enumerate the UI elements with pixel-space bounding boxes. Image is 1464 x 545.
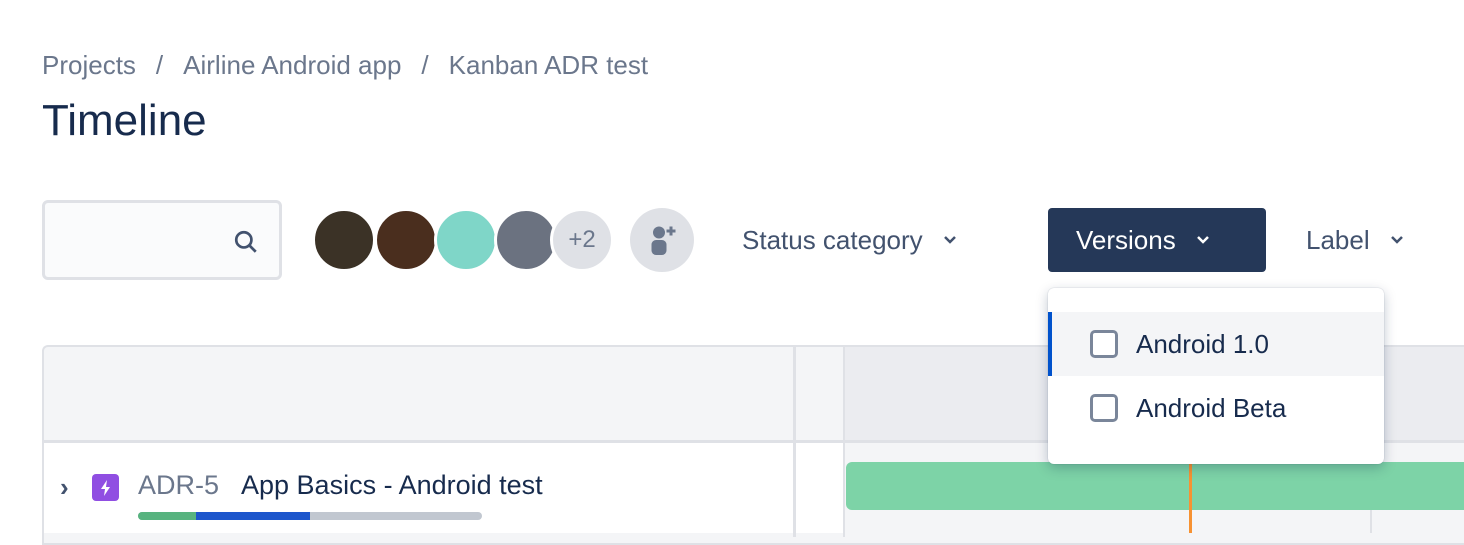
issue-key[interactable]: ADR-5 xyxy=(138,470,220,500)
breadcrumb-separator: / xyxy=(421,50,429,80)
label-filter[interactable]: Label xyxy=(1306,208,1404,272)
search-input[interactable] xyxy=(42,200,282,280)
more-avatars-button[interactable]: +2 xyxy=(550,208,614,272)
add-user-button[interactable] xyxy=(630,208,694,272)
status-category-filter[interactable]: Status category xyxy=(742,208,957,272)
option-label: Android Beta xyxy=(1136,392,1287,423)
avatar[interactable] xyxy=(312,208,376,272)
filter-label: Label xyxy=(1306,224,1370,255)
option-label: Android 1.0 xyxy=(1136,328,1269,359)
filter-label: Status category xyxy=(742,224,923,255)
progress-in-progress xyxy=(196,512,310,520)
spacer-column xyxy=(796,443,843,533)
versions-dropdown: Android 1.0 Android Beta xyxy=(1048,288,1384,464)
versions-filter[interactable]: Versions xyxy=(1048,208,1266,272)
breadcrumb: Projects / Airline Android app / Kanban AD… xyxy=(42,50,648,81)
breadcrumb-separator: / xyxy=(155,50,164,80)
chevron-down-icon xyxy=(1390,236,1403,244)
issue-summary[interactable]: App Basics - Android test xyxy=(241,470,543,500)
add-user-icon xyxy=(651,226,676,255)
progress-bar xyxy=(138,512,482,520)
expand-chevron-icon[interactable]: › xyxy=(60,472,69,502)
page-title: Timeline xyxy=(42,96,207,145)
epic-timeline-bar[interactable] xyxy=(846,462,1464,510)
divider xyxy=(843,347,845,537)
avatar[interactable] xyxy=(374,208,438,272)
version-option-android-beta[interactable]: Android Beta xyxy=(1048,376,1384,440)
breadcrumb-project[interactable]: Airline Android app xyxy=(183,50,402,80)
version-option-android-1-0[interactable]: Android 1.0 xyxy=(1048,312,1384,376)
epic-icon xyxy=(92,474,119,501)
divider xyxy=(44,440,1464,443)
avatar[interactable] xyxy=(494,208,558,272)
chevron-down-icon xyxy=(943,236,956,244)
progress-done xyxy=(138,512,197,520)
column-resize-handle[interactable] xyxy=(793,347,796,537)
checkbox[interactable] xyxy=(1090,394,1118,422)
breadcrumb-projects[interactable]: Projects xyxy=(42,50,136,80)
filter-label: Versions xyxy=(1076,224,1176,255)
breadcrumb-board[interactable]: Kanban ADR test xyxy=(448,50,649,80)
avatar[interactable] xyxy=(434,208,498,272)
search-icon xyxy=(234,230,257,253)
checkbox[interactable] xyxy=(1090,330,1118,358)
today-marker xyxy=(1189,463,1192,533)
chevron-down-icon xyxy=(1196,236,1209,244)
